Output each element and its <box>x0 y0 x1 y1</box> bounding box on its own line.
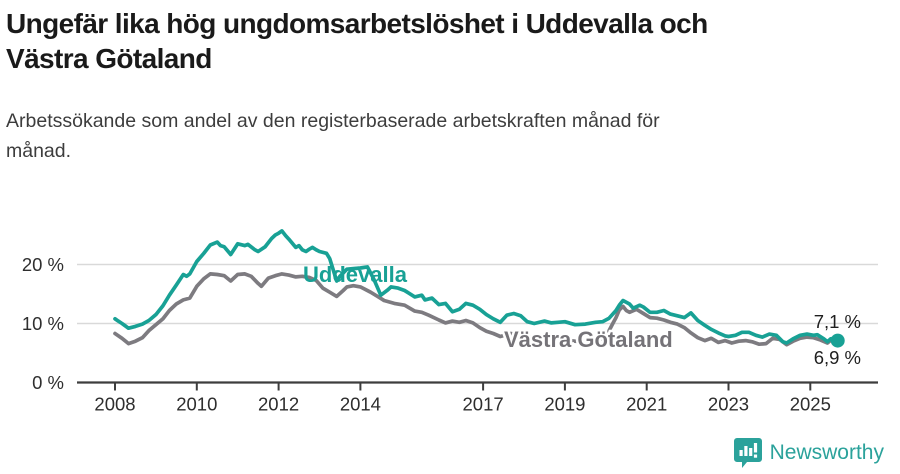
line-v-stra-g-taland <box>113 272 840 347</box>
x-tick-label: 2010 <box>176 394 217 415</box>
x-tick-label: 2023 <box>708 394 749 415</box>
series-end-dot <box>830 333 845 348</box>
newsworthy-logo-icon <box>733 438 762 468</box>
newsworthy-attribution[interactable]: Newsworthy <box>733 437 884 468</box>
x-tick-label: 2025 <box>790 394 831 415</box>
logo-bar-1 <box>739 450 743 456</box>
page-title: Ungefär lika hög ungdomsarbetslöshet i U… <box>0 0 900 76</box>
end-value-label: 7,1 % <box>814 311 861 332</box>
chart-subtitle: Arbetssökande som andel av den registerb… <box>0 76 900 166</box>
unemployment-line-chart-svg: 2008 2010 2012 2014 2017 2019 2021 2023 2025 0 % 1… <box>22 229 878 415</box>
page-title-line-2: Västra Götaland <box>6 43 212 74</box>
line-uddevalla <box>113 229 840 345</box>
logo-bar-3 <box>748 448 752 456</box>
x-tick-label: 2017 <box>463 394 504 415</box>
end-value-label: 6,9 % <box>814 347 861 368</box>
brand-name: Newsworthy <box>769 440 884 464</box>
x-tick-label: 2019 <box>544 394 585 415</box>
x-tick-label: 2012 <box>258 394 299 415</box>
y-tick-label: 10 % <box>22 313 64 334</box>
chart-subtitle-line-1: Arbetssökande som andel av den registerb… <box>6 110 660 132</box>
logo-exclamation-bar <box>753 443 757 453</box>
x-tick-label: 2014 <box>340 394 381 415</box>
logo-exclamation-dot <box>753 454 757 458</box>
line-chart: 2008 2010 2012 2014 2017 2019 2021 2023 2025 0 % 1… <box>0 200 900 474</box>
y-tick-label: 0 % <box>32 372 64 393</box>
y-tick-label: 20 % <box>22 254 64 275</box>
chart-subtitle-line-2: månad. <box>6 140 72 162</box>
x-tick-label: 2008 <box>94 394 135 415</box>
chart-header: Ungefär lika hög ungdomsarbetslöshet i U… <box>0 0 900 166</box>
x-tick-label: 2021 <box>626 394 667 415</box>
logo-bar-2 <box>743 446 748 456</box>
series-label-uddevalla: Uddevalla <box>303 262 408 287</box>
series-label-v-stra-g-taland: Västra Götaland <box>504 327 673 352</box>
page-title-line-1: Ungefär lika hög ungdomsarbetslöshet i U… <box>6 8 708 39</box>
